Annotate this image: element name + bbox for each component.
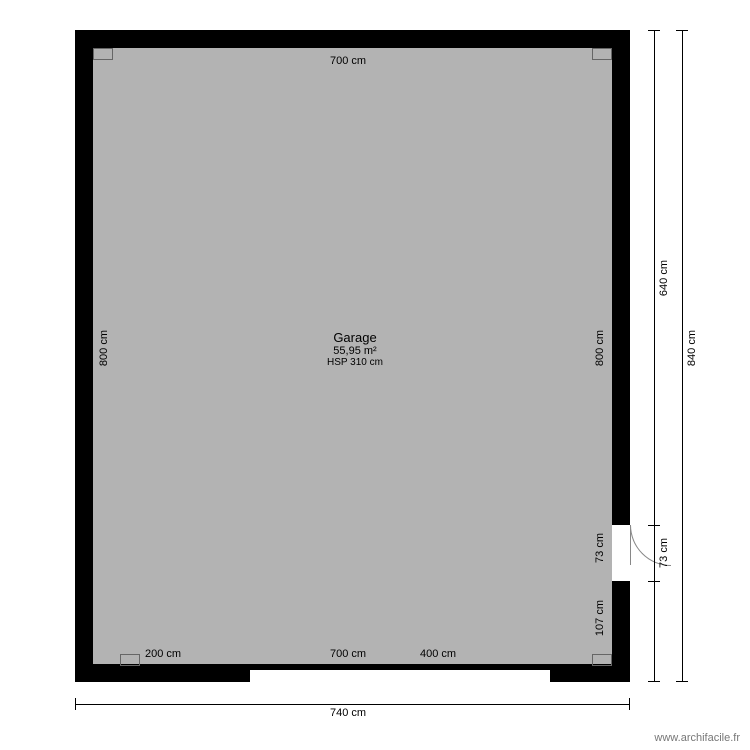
watermark: www.archifacile.fr [654, 732, 740, 744]
dim-bottom-inner: 700 cm [330, 648, 366, 660]
room-label: Garage 55,95 m² HSP 310 cm [300, 330, 410, 368]
window-bottom-right [592, 654, 612, 666]
tick [648, 30, 660, 31]
window-bottom-left [120, 654, 140, 666]
dim-right-outer-full: 840 cm [686, 330, 698, 366]
dim-bottom-garage-door: 400 cm [420, 648, 456, 660]
wall-top [75, 30, 630, 48]
tick [75, 698, 76, 710]
dim-right-door-inner: 73 cm [594, 533, 606, 563]
garage-door-opening [250, 670, 550, 682]
dim-right-outer-upper: 640 cm [658, 260, 670, 296]
window-top-left [93, 48, 113, 60]
dim-right-door: 73 cm [658, 538, 670, 568]
door-leaf [630, 525, 631, 565]
tick [629, 698, 630, 710]
dim-bottom-left-window: 200 cm [145, 648, 181, 660]
tick [648, 525, 660, 526]
floorplan-canvas: Garage 55,95 m² HSP 310 cm 700 cm 700 cm… [0, 0, 750, 750]
room-hsp: HSP 310 cm [300, 357, 410, 368]
dim-right-inner: 800 cm [594, 330, 606, 366]
dim-right-below-door: 107 cm [594, 600, 606, 636]
window-top-right [592, 48, 612, 60]
dim-line-right-full [682, 30, 683, 682]
tick [648, 581, 660, 582]
dim-line-bottom [75, 704, 630, 705]
dim-left-inner: 800 cm [98, 330, 110, 366]
dim-top-inner: 700 cm [330, 55, 366, 67]
tick [676, 681, 688, 682]
tick [676, 30, 688, 31]
wall-right [612, 30, 630, 682]
tick [648, 681, 660, 682]
dim-line-right-seg [654, 30, 655, 682]
room-name: Garage [300, 330, 410, 345]
room-area: 55,95 m² [300, 345, 410, 357]
dim-bottom-outer: 740 cm [330, 707, 366, 719]
wall-left [75, 30, 93, 682]
door-opening-right [612, 525, 630, 581]
